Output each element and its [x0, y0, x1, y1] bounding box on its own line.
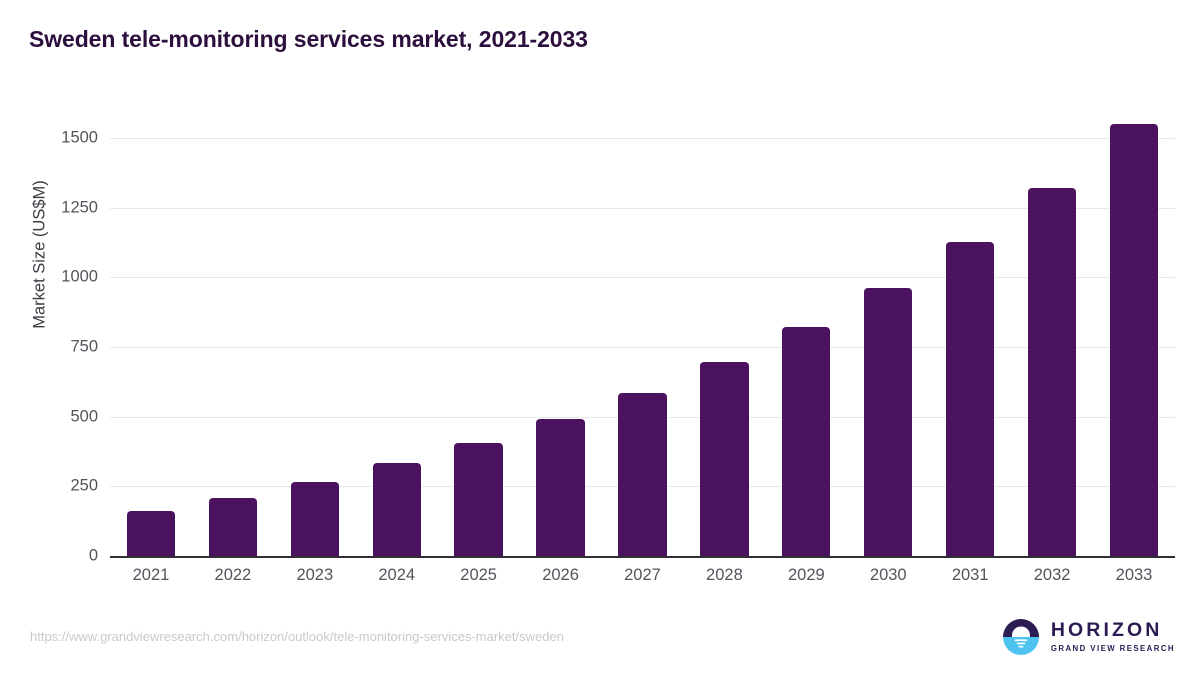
- bar[interactable]: [372, 462, 421, 556]
- bar[interactable]: [1109, 123, 1159, 556]
- bar[interactable]: [290, 481, 339, 556]
- bar-slot: [110, 124, 192, 556]
- bar-slot: [274, 124, 356, 556]
- source-url-link[interactable]: https://www.grandviewresearch.com/horizo…: [30, 629, 564, 644]
- bar-slot: [520, 124, 602, 556]
- y-axis-title: Market Size (US$M): [30, 180, 49, 329]
- y-tick-label: 750: [70, 337, 98, 356]
- bar-slot: [192, 124, 274, 556]
- x-tick-label: 2029: [787, 566, 825, 584]
- bar-slot: [1011, 124, 1093, 556]
- bar[interactable]: [618, 392, 667, 556]
- horizon-logo[interactable]: HORIZON GRAND VIEW RESEARCH: [1001, 615, 1175, 659]
- y-axis: 0 250 500 750 1000 1250 1500: [22, 124, 98, 564]
- bar[interactable]: [454, 442, 503, 556]
- y-tick-label: 1250: [61, 198, 98, 217]
- bar[interactable]: [208, 497, 258, 556]
- y-tick-label: 0: [88, 546, 98, 565]
- bar[interactable]: [864, 287, 913, 556]
- horizon-logo-icon: [1002, 619, 1039, 655]
- bar-slot: [438, 124, 520, 556]
- bar-slot: [929, 124, 1011, 556]
- y-tick-label: 500: [70, 407, 98, 426]
- y-tick-label: 1000: [61, 267, 98, 286]
- bar-slot: [1093, 123, 1175, 556]
- bar-slot: [683, 124, 765, 556]
- bar-slot: [765, 124, 847, 556]
- bar-slot: [356, 124, 438, 556]
- x-tick-label: 2021: [132, 566, 170, 584]
- bar-slot: [847, 124, 929, 556]
- x-tick-label: 2022: [214, 566, 252, 584]
- page-title: Sweden tele-monitoring services market, …: [29, 26, 588, 52]
- x-axis-line: [110, 556, 1175, 558]
- x-tick-label: 2032: [1033, 566, 1071, 584]
- bar[interactable]: [700, 362, 749, 556]
- y-tick-label: 1500: [61, 128, 98, 147]
- bar-series: [110, 123, 1175, 556]
- bar[interactable]: [946, 241, 995, 556]
- x-axis: 2021 2022 2023 2024 2025 2026 2027 2028 2029 2030…: [110, 566, 1175, 596]
- x-tick-label: 2023: [296, 566, 334, 584]
- y-tick-label: 250: [70, 476, 98, 495]
- bar[interactable]: [126, 510, 176, 556]
- logo-wordmark: HORIZON GRAND VIEW RESEARCH: [1051, 621, 1175, 652]
- gridline: [110, 137, 1175, 139]
- gridline: [110, 277, 1175, 279]
- bar[interactable]: [536, 419, 585, 556]
- x-tick-label: 2026: [542, 566, 579, 584]
- x-tick-label: 2025: [460, 566, 497, 584]
- x-tick-label: 2031: [951, 566, 989, 584]
- x-tick-label: 2030: [869, 566, 907, 584]
- x-tick-label: 2033: [1115, 566, 1153, 584]
- gridline: [110, 346, 1175, 348]
- bar-slot: [602, 124, 684, 556]
- x-tick-label: 2028: [706, 566, 743, 584]
- x-tick-label: 2027: [624, 566, 661, 584]
- logo-primary-text: HORIZON: [1050, 619, 1163, 642]
- gridline: [110, 207, 1175, 209]
- bar[interactable]: [782, 327, 831, 556]
- x-tick-label: 2024: [378, 566, 416, 584]
- bar[interactable]: [1027, 188, 1077, 556]
- logo-secondary-text: GRAND VIEW RESEARCH: [1050, 643, 1175, 653]
